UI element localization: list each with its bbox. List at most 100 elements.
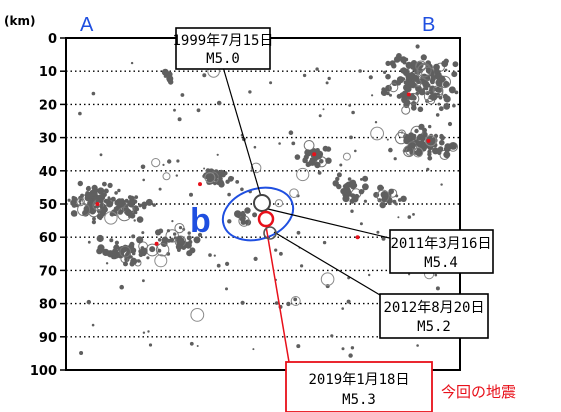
tick-label-50: 50 [39, 198, 57, 213]
event-point [174, 223, 185, 234]
event-point [397, 198, 402, 202]
event-point [448, 86, 456, 94]
event-point [383, 70, 387, 74]
event-point [188, 240, 193, 244]
event-point [293, 297, 298, 302]
event-point [91, 220, 96, 225]
event-point [85, 186, 91, 192]
event-point-large [412, 147, 424, 158]
event-point [218, 181, 225, 188]
event-point [288, 130, 294, 135]
event-point [141, 251, 147, 257]
event-point [436, 80, 443, 87]
event-point [414, 128, 419, 134]
region-b-label: b [190, 202, 211, 240]
event-point [401, 105, 411, 115]
event-point [421, 78, 428, 86]
event-point [444, 68, 448, 72]
event-point [91, 184, 98, 191]
event-point [389, 60, 396, 67]
event-point [341, 307, 345, 310]
event-point [127, 199, 135, 208]
event-point [111, 197, 116, 202]
event-point [269, 81, 273, 85]
event-point [442, 93, 449, 100]
event-point [157, 238, 162, 242]
event-point [155, 243, 170, 257]
event-point [278, 142, 281, 145]
event-point [216, 153, 219, 156]
event-point [186, 235, 192, 241]
event-point [360, 178, 363, 181]
event-point [213, 254, 216, 257]
event-point [131, 234, 136, 239]
event-point [189, 341, 194, 346]
event-point [336, 183, 342, 190]
event-point-large [425, 134, 437, 147]
event-point [105, 262, 109, 265]
event-point [101, 206, 108, 213]
event-point [315, 67, 319, 71]
event-point [127, 195, 133, 200]
event-point [454, 90, 459, 95]
event-point [368, 273, 371, 277]
event-point [171, 220, 174, 223]
event-point [339, 163, 343, 167]
event-point [291, 141, 296, 146]
event-point [386, 91, 390, 96]
event-point [274, 248, 278, 252]
event-point [129, 213, 136, 219]
event-point [97, 187, 105, 195]
event-point [86, 299, 92, 305]
event-point [439, 139, 445, 146]
event-point [407, 136, 412, 141]
event-point [216, 100, 222, 106]
callout-1999-date: 1999年7月15日 [172, 33, 273, 49]
event-point [122, 244, 130, 252]
event-point [87, 240, 91, 244]
event-point [146, 256, 150, 260]
event-point [441, 60, 449, 68]
event-point [158, 228, 164, 234]
event-point [348, 353, 353, 358]
centroid-point [312, 152, 317, 157]
event-point [240, 300, 245, 305]
callout-2011: 2011年3月16日 M5.4 [389, 229, 494, 274]
event-point [130, 61, 134, 65]
event-point [98, 212, 104, 219]
event-point [427, 155, 433, 161]
callout-2019-mag: M5.3 [342, 392, 376, 408]
callout-2019-date: 2019年1月18日 [308, 372, 409, 388]
event-point [426, 167, 430, 171]
event-point [346, 299, 351, 304]
event-point [78, 111, 82, 116]
event-point [133, 219, 136, 222]
tick-label-80: 80 [39, 298, 57, 313]
event-point [388, 147, 393, 153]
event-point [381, 87, 386, 92]
event-point [210, 174, 218, 182]
event-point [428, 124, 432, 129]
event-point [451, 71, 458, 78]
event-point [123, 261, 128, 267]
event-point [129, 261, 135, 267]
event-point-large [296, 167, 310, 182]
event-point [106, 250, 115, 258]
event-point [381, 186, 384, 190]
event-point [137, 259, 141, 263]
event-point [381, 196, 387, 202]
event-point [358, 189, 365, 195]
centroid-point [426, 138, 431, 143]
section-end-b: B [422, 14, 435, 36]
event-point [359, 222, 363, 226]
event-point [99, 153, 103, 157]
event-point [433, 63, 440, 71]
event-point [387, 200, 392, 206]
event-point [433, 133, 439, 139]
leader-2019 [265, 225, 290, 363]
event-point [435, 73, 442, 81]
event-point-large [274, 199, 284, 208]
event-point [348, 104, 352, 107]
event-point [208, 168, 213, 174]
event-point [401, 67, 407, 73]
